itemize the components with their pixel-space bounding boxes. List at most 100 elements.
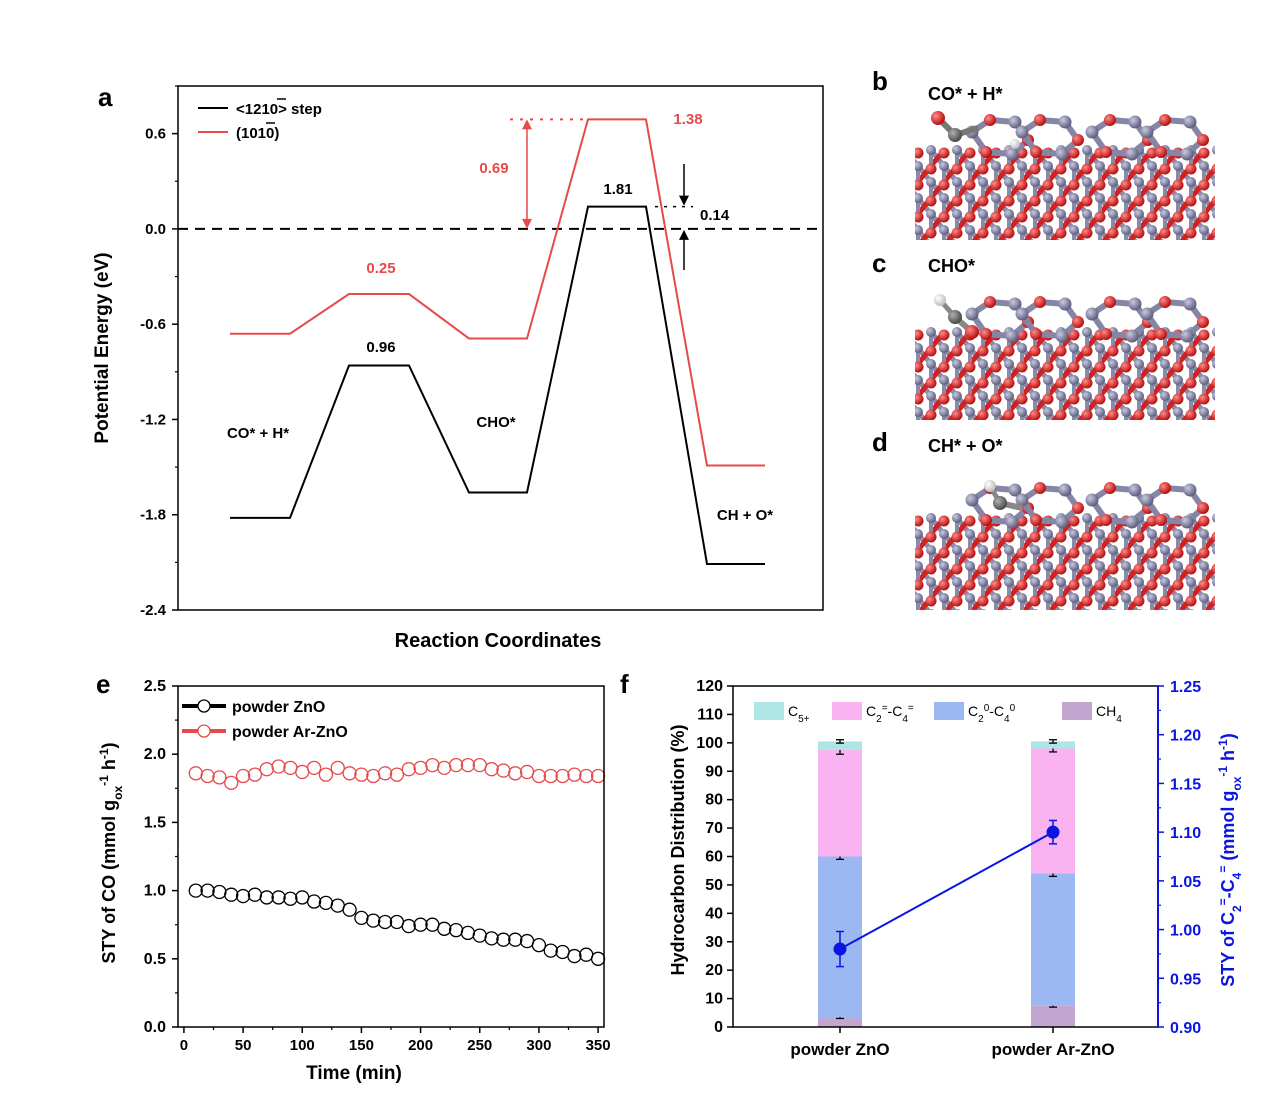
o-atom bbox=[1034, 296, 1046, 308]
y-axis-title-text: STY of CO (mmol gox-1 h-1) bbox=[97, 742, 125, 963]
zn-o-bond bbox=[1061, 428, 1074, 444]
zn-atom bbox=[980, 609, 986, 610]
zn-o-bond bbox=[1139, 614, 1152, 630]
zn-atom bbox=[1199, 407, 1209, 417]
o-atom bbox=[1068, 515, 1080, 527]
zn-atom bbox=[1186, 241, 1196, 251]
zn-atom bbox=[1212, 145, 1215, 155]
y-tick-label: 1.0 bbox=[144, 883, 166, 900]
o-atom bbox=[1173, 426, 1184, 437]
zn-atom bbox=[1147, 225, 1157, 235]
zn-o-bond bbox=[1217, 332, 1230, 348]
y-tick-label: 0.0 bbox=[145, 221, 166, 238]
zn-o-bond bbox=[1061, 246, 1074, 262]
zn-atom bbox=[1136, 609, 1142, 610]
zn-o-bond bbox=[1217, 614, 1230, 630]
o-atom bbox=[1146, 179, 1158, 191]
zn-o-bond bbox=[1191, 428, 1204, 444]
ar-zno-data-point bbox=[235, 768, 251, 784]
zn-atom bbox=[1186, 177, 1196, 187]
zn-atom bbox=[1030, 391, 1040, 401]
zn-atom bbox=[928, 609, 934, 610]
zn-atom bbox=[1082, 209, 1092, 219]
o-atom bbox=[977, 409, 989, 420]
zn-atom bbox=[1134, 423, 1144, 433]
zn-atom bbox=[1225, 375, 1235, 385]
o-atom bbox=[1043, 244, 1054, 255]
zn-atom bbox=[1128, 115, 1142, 129]
o-atom bbox=[1120, 547, 1132, 559]
y-axis-title-right: STY of C2=-C4= (mmol gox-1 h-1) bbox=[1216, 733, 1244, 986]
o-atom bbox=[1185, 409, 1197, 420]
zn-atom bbox=[1108, 391, 1118, 401]
zn-atom bbox=[915, 161, 923, 171]
zn-atom bbox=[926, 209, 936, 219]
y-tick-label: 0.0 bbox=[144, 1019, 166, 1036]
adsorbate bbox=[984, 480, 1023, 511]
o-atom bbox=[1225, 148, 1236, 159]
zn-atom bbox=[915, 593, 923, 603]
ar-zno-data-point bbox=[224, 775, 239, 790]
plot-frame-left bbox=[732, 685, 1159, 1028]
o-atom bbox=[1016, 393, 1028, 405]
zn-atom bbox=[1121, 529, 1131, 539]
o-atom bbox=[1199, 426, 1210, 437]
zn-atom bbox=[1056, 209, 1066, 219]
o-atom bbox=[1146, 329, 1158, 341]
y-tick-label-right: 0.95 bbox=[1170, 971, 1201, 988]
zn-atom bbox=[1160, 209, 1170, 219]
zn-atom bbox=[926, 423, 936, 433]
state-label-co-h: CO* + H* bbox=[227, 425, 289, 442]
o-atom bbox=[1003, 377, 1015, 389]
zn-o-bond bbox=[1217, 550, 1230, 566]
o-atom bbox=[977, 595, 989, 607]
zn-o-bond bbox=[931, 614, 944, 630]
o-atom bbox=[1029, 409, 1041, 420]
zn-o-bond bbox=[1009, 614, 1022, 630]
zno-data-point bbox=[437, 921, 452, 936]
zn-o-bond bbox=[1035, 614, 1048, 630]
zn-atom bbox=[1043, 161, 1053, 171]
o-atom bbox=[1003, 195, 1015, 207]
ar-zno-data-point bbox=[413, 760, 428, 775]
zn-o-bond bbox=[905, 614, 918, 630]
o-atom bbox=[1121, 244, 1132, 255]
zno-data-point bbox=[389, 914, 405, 930]
o-atom bbox=[977, 531, 989, 543]
o-atom bbox=[925, 563, 937, 575]
zn-atom bbox=[1017, 161, 1027, 171]
y-tick-label: 100 bbox=[696, 735, 723, 752]
zn-o-bond bbox=[1113, 614, 1126, 630]
zn-atom bbox=[1121, 161, 1131, 171]
zn-o-bond bbox=[1035, 428, 1048, 444]
zno-data-point bbox=[235, 888, 251, 904]
zn-o-bond bbox=[905, 428, 918, 444]
o-atom bbox=[1081, 377, 1093, 389]
o-atom bbox=[1072, 502, 1084, 514]
zn-atom bbox=[991, 225, 1001, 235]
o-atom bbox=[1072, 316, 1084, 328]
x-axis-title: Time (min) bbox=[306, 1063, 402, 1084]
zn-o-bond bbox=[1061, 428, 1074, 444]
zno-data-point bbox=[212, 884, 227, 900]
o-atom bbox=[1225, 244, 1236, 255]
zn-atom bbox=[1017, 593, 1027, 603]
o-atom bbox=[990, 361, 1002, 373]
zn-atom bbox=[926, 391, 936, 401]
o-atom bbox=[1068, 211, 1080, 223]
o-atom bbox=[1094, 361, 1106, 373]
zn-o-bond bbox=[1139, 246, 1152, 262]
zn-atom bbox=[1186, 423, 1196, 433]
zn-atom bbox=[939, 561, 949, 571]
zn-o-bond bbox=[1009, 246, 1022, 262]
o-atom bbox=[1155, 328, 1167, 340]
hydrocarbon-panel: f 0 10 20 30 40 50 60 70 80 90 100 110 120 0.90 0.95 1.… bbox=[620, 669, 1244, 1059]
o-atom bbox=[1081, 563, 1093, 575]
o-atom bbox=[1225, 362, 1236, 373]
zn-atom bbox=[939, 407, 949, 417]
legend: C5+ C2=-C4= C20-C40 CH4 bbox=[754, 702, 1122, 725]
o-atom bbox=[938, 211, 950, 223]
x-tick-label: 200 bbox=[408, 1037, 433, 1054]
zn-atom bbox=[939, 225, 949, 235]
o-atom bbox=[1042, 579, 1054, 591]
